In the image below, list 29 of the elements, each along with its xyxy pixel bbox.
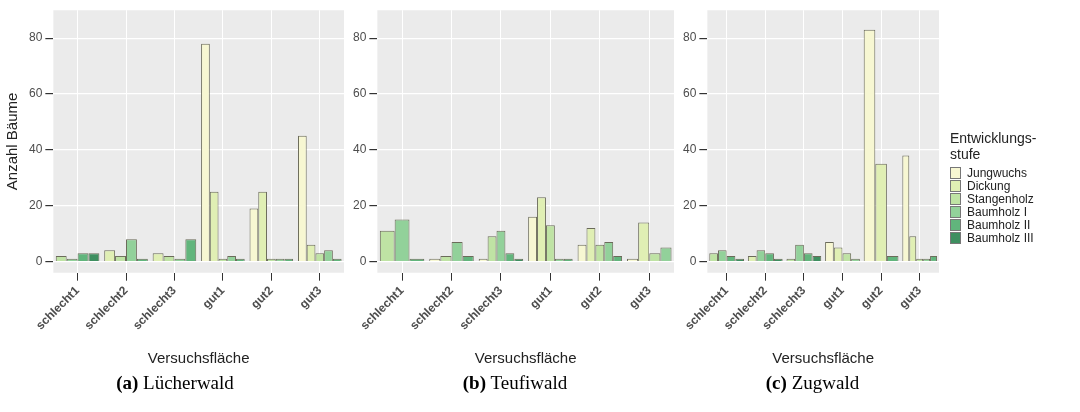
x-axis-title: Versuchsfläche xyxy=(147,349,250,367)
y-tick-label: 60 xyxy=(28,86,43,101)
x-axis-title: Versuchsfläche xyxy=(474,349,577,367)
y-tick-label: 80 xyxy=(352,30,367,45)
legend-label: Baumholz I xyxy=(967,204,1028,219)
legend-label: Stangenholz xyxy=(967,191,1034,206)
text: (b) Teufiwald xyxy=(461,372,569,394)
y-tick-label: 40 xyxy=(352,142,367,157)
y-tick-label: 20 xyxy=(28,197,43,212)
x-axis-title: Versuchsfläche xyxy=(772,349,875,367)
y-tick-label: 80 xyxy=(682,30,697,45)
y-tick-label: 0 xyxy=(359,253,367,268)
y-axis-title: Anzahl Bäume xyxy=(3,92,21,191)
legend-label: Baumholz II xyxy=(967,217,1031,232)
y-tick-label: 0 xyxy=(689,253,697,268)
y-tick-label: 80 xyxy=(28,30,43,45)
text: (c) Zugwald xyxy=(764,372,861,394)
text: (a) Lücherwald xyxy=(115,372,235,394)
y-tick-label: 20 xyxy=(682,197,697,212)
legend-title: Entwicklungs-stufe xyxy=(950,130,1038,162)
y-tick-label: 60 xyxy=(352,86,367,101)
y-tick-label: 0 xyxy=(35,253,43,268)
legend-label: Jungwuchs xyxy=(967,165,1028,180)
y-tick-label: 60 xyxy=(682,86,697,101)
legend-label: Baumholz III xyxy=(967,230,1034,245)
legend-label: Dickung xyxy=(967,178,1011,193)
y-tick-label: 40 xyxy=(28,142,43,157)
y-tick-label: 20 xyxy=(352,197,367,212)
y-tick-label: 40 xyxy=(682,142,697,157)
